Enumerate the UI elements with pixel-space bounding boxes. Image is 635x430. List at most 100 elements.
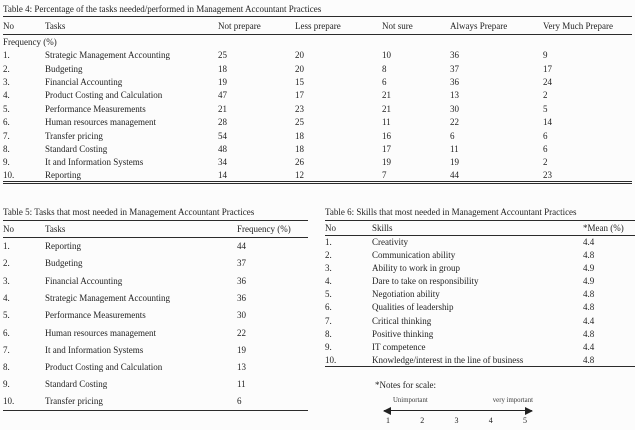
value-cell: 17 <box>382 143 391 154</box>
column-header-less-prepare: Less prepare <box>295 16 382 35</box>
value-cell: 4.9 <box>583 276 595 287</box>
table-row: 9. Standard Costing 11 <box>3 376 308 393</box>
table-row: 7. Transfer pricing 54 18 16 6 6 <box>3 129 632 142</box>
skill-name: Knowledge/interest in the line of busine… <box>372 354 524 365</box>
row-number: 3. <box>325 263 332 274</box>
value-cell: 4.4 <box>583 341 595 352</box>
row-number: 5. <box>325 289 332 300</box>
value-cell: 16 <box>382 130 391 141</box>
scale-tick: 2 <box>420 415 425 425</box>
row-number: 5. <box>3 103 10 114</box>
value-cell: 25 <box>295 117 304 128</box>
row-number: 9. <box>325 341 332 352</box>
value-cell: 4.4 <box>583 237 595 248</box>
table-row: 4. Strategic Management Accounting 36 <box>3 289 308 306</box>
value-cell: 19 <box>382 157 391 168</box>
skill-name: Critical thinking <box>372 315 432 326</box>
scale-tick: 4 <box>488 415 493 425</box>
row-number: 8. <box>3 143 10 154</box>
value-cell: 18 <box>218 63 227 74</box>
task-name: Transfer pricing <box>45 396 103 407</box>
table-row: 1. Creativity 4.4 <box>325 235 635 248</box>
value-cell: 22 <box>450 117 459 128</box>
value-cell: 6 <box>450 130 455 141</box>
value-cell: 25 <box>218 50 227 61</box>
task-name: Standard Costing <box>45 379 108 390</box>
table4-block: Table 4: Percentage of the tasks needed/… <box>3 3 632 184</box>
table6-block: Table 6: Skills that most needed in Mana… <box>325 206 635 425</box>
value-cell: 8 <box>382 63 387 74</box>
value-cell: 23 <box>295 103 304 114</box>
value-cell: 14 <box>543 117 552 128</box>
value-cell: 44 <box>450 169 459 180</box>
value-cell: 18 <box>295 130 304 141</box>
value-cell: 26 <box>295 157 304 168</box>
table-row: 6. Human resources management 28 25 11 2… <box>3 115 632 128</box>
row-number: 8. <box>3 362 10 373</box>
value-cell: 20 <box>295 63 304 74</box>
table-row: 10. Transfer pricing 6 <box>3 393 308 410</box>
table-row: 1. Reporting 44 <box>3 237 308 254</box>
scale-notes: *Notes for scale: Unimportant very impor… <box>375 380 635 425</box>
value-cell: 4.8 <box>583 354 595 365</box>
value-cell: 37 <box>237 258 246 269</box>
value-cell: 44 <box>237 241 246 252</box>
table-row: 2. Budgeting 37 <box>3 255 308 272</box>
value-cell: 6 <box>237 396 242 407</box>
table5-title: Table 5: Tasks that most needed in Manag… <box>3 206 255 217</box>
column-header-tasks: Tasks <box>45 220 237 238</box>
value-cell: 21 <box>218 103 227 114</box>
scale-tick: 1 <box>386 415 390 425</box>
value-cell: 24 <box>543 76 552 87</box>
table-row: 2. Communication ability 4.8 <box>325 249 635 262</box>
value-cell: 6 <box>543 130 548 141</box>
row-number: 10. <box>325 354 337 365</box>
row-number: 9. <box>3 379 10 390</box>
row-number: 3. <box>3 76 10 87</box>
column-header-tasks: Tasks <box>45 16 218 35</box>
table-row: 6. Qualities of leadership 4.8 <box>325 301 635 314</box>
value-cell: 36 <box>237 275 246 286</box>
value-cell: 4.8 <box>583 302 595 313</box>
scale-tick: 5 <box>523 415 527 425</box>
value-cell: 19 <box>450 157 459 168</box>
task-name: Budgeting <box>45 258 83 269</box>
table-row: 2. Budgeting 18 20 8 37 17 <box>3 62 632 75</box>
task-name: Strategic Management Accounting <box>45 292 170 303</box>
value-cell: 13 <box>237 362 246 373</box>
value-cell: 9 <box>543 50 548 61</box>
value-cell: 22 <box>237 327 246 338</box>
value-cell: 37 <box>450 63 459 74</box>
row-number: 7. <box>3 130 10 141</box>
value-cell: 15 <box>295 76 304 87</box>
notes-label: *Notes for scale: <box>375 379 436 390</box>
value-cell: 36 <box>450 50 459 61</box>
value-cell: 48 <box>218 143 227 154</box>
table4-subheader-row: Frequency (%) <box>3 35 632 49</box>
table6-title: Table 6: Skills that most needed in Mana… <box>325 206 577 217</box>
task-name: It and Information Systems <box>45 157 144 168</box>
row-number: 1. <box>3 241 10 252</box>
value-cell: 21 <box>382 90 391 101</box>
value-cell: 4.8 <box>583 328 595 339</box>
table4-title: Table 4: Percentage of the tasks needed/… <box>3 4 322 14</box>
skill-name: Ability to work in group <box>372 263 460 274</box>
value-cell: 36 <box>237 292 246 303</box>
skill-name: Creativity <box>372 237 408 248</box>
value-cell: 13 <box>450 90 459 101</box>
table-row: 8. Product Costing and Calculation 13 <box>3 358 308 375</box>
table6-header-row: No Skills *Mean (%) <box>325 220 635 236</box>
table-row: 5. Performance Measurements 21 23 21 30 … <box>3 102 632 115</box>
task-name: Budgeting <box>45 63 83 74</box>
column-header-skills: Skills <box>372 220 583 236</box>
table-row: 5. Performance Measurements 30 <box>3 307 308 324</box>
task-name: It and Information Systems <box>45 344 144 355</box>
column-header-not-sure: Not sure <box>382 16 450 35</box>
value-cell: 4.9 <box>583 263 595 274</box>
row-number: 7. <box>3 344 10 355</box>
task-name: Financial Accounting <box>45 275 123 286</box>
value-cell: 23 <box>543 169 552 180</box>
scale-tick: 3 <box>454 415 459 425</box>
row-number: 9. <box>3 157 10 168</box>
